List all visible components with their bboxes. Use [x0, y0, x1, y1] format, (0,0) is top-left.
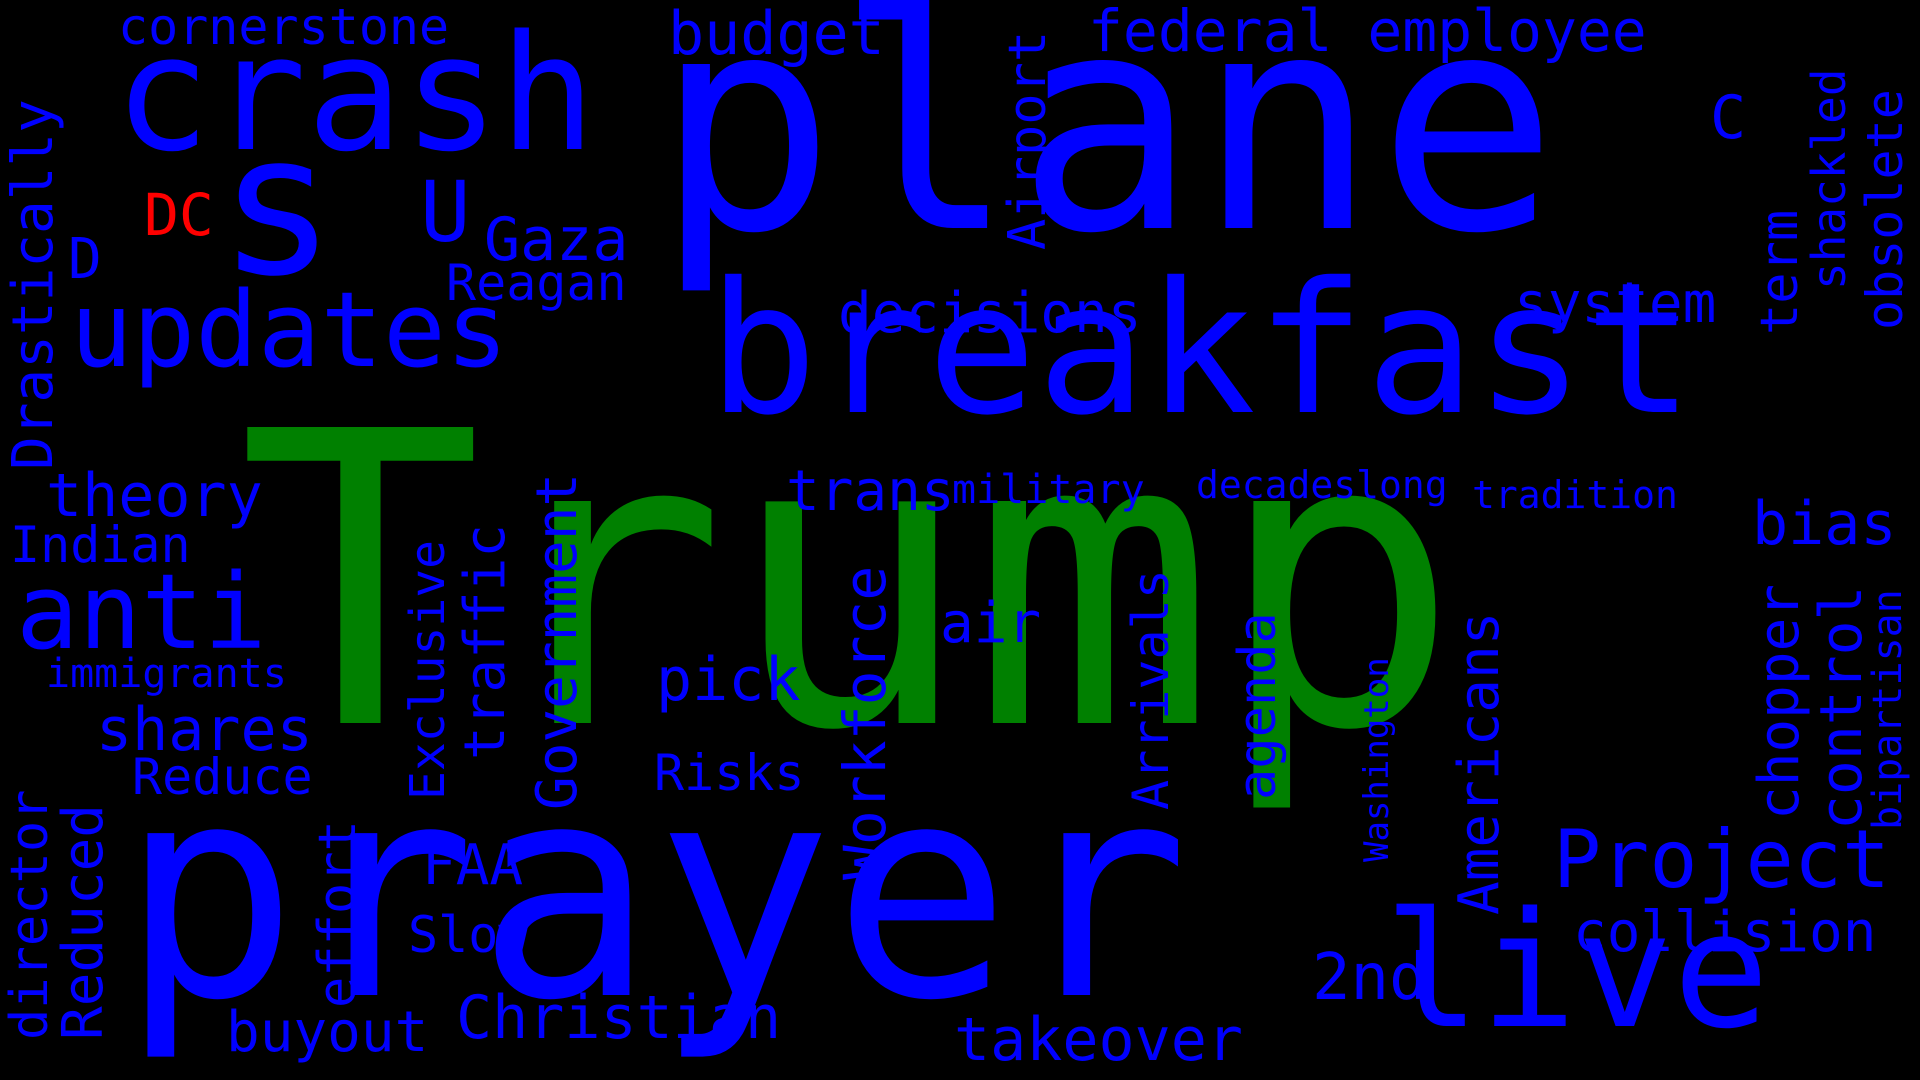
- word-federal-employee: federal employee: [1088, 0, 1647, 65]
- word-immigrants: immigrants: [46, 651, 287, 697]
- word-shares: shares: [96, 695, 313, 765]
- word-reduce: Reduce: [132, 748, 313, 806]
- word-indian: Indian: [10, 516, 191, 574]
- word-bipartisan: bipartisan: [1865, 589, 1911, 830]
- word-anti: anti: [16, 551, 267, 673]
- word-shackled: shackled: [1802, 68, 1856, 290]
- word-director: director: [0, 789, 60, 1040]
- word-airport: Airport: [998, 30, 1058, 250]
- word-traffic: traffic: [453, 523, 518, 760]
- word-tradition: tradition: [1472, 473, 1678, 517]
- word-control: control: [1807, 585, 1875, 830]
- word-u: U: [420, 163, 471, 261]
- word-d: D: [68, 227, 102, 292]
- word-slow: Slow: [408, 906, 529, 964]
- word-government: Government: [525, 472, 590, 810]
- word-christian: Christian: [456, 983, 782, 1053]
- word-takeover: takeover: [954, 1005, 1243, 1075]
- word-collision: collision: [1573, 900, 1877, 965]
- word-americans: Americans: [1447, 611, 1512, 915]
- word-dc: DC: [144, 181, 214, 249]
- word-washington: Washington: [1357, 657, 1397, 862]
- word-cornerstone: cornerstone: [118, 0, 450, 56]
- word-trans: trans: [786, 459, 955, 524]
- word-reduced: Reduced: [51, 803, 116, 1040]
- word-gaza: Gaza: [484, 205, 629, 275]
- word-updates: updates: [70, 269, 509, 391]
- word-chopper: chopper: [1747, 583, 1812, 820]
- word-air: air: [940, 591, 1042, 656]
- word-workforce: Workforce: [831, 565, 899, 880]
- word-decadeslong: decadeslong: [1196, 463, 1448, 507]
- word-obsolete: obsolete: [1856, 89, 1914, 330]
- word-live: live: [1384, 877, 1770, 1064]
- word-exclusive: Exclusive: [400, 539, 456, 800]
- word-term: term: [1750, 209, 1810, 335]
- word-buyout: buyout: [226, 1000, 429, 1065]
- word-2nd: 2nd: [1312, 941, 1428, 1015]
- word-breakfast: breakfast: [708, 243, 1695, 455]
- word-reagan: Reagan: [446, 254, 627, 312]
- word-trump: Trump: [238, 346, 1461, 819]
- word-pick: pick: [656, 645, 801, 715]
- word-crash: crash: [114, 0, 596, 187]
- word-bias: bias: [1752, 489, 1897, 559]
- word-military: military: [952, 467, 1145, 513]
- word-plane: plane: [655, 0, 1559, 299]
- word-risks: Risks: [654, 744, 805, 802]
- word-effort: effort: [308, 820, 368, 1008]
- word-arrivals: Arrivals: [1122, 569, 1180, 810]
- word-system: system: [1514, 271, 1717, 336]
- word-budget: budget: [668, 0, 885, 69]
- word-project: Project: [1553, 813, 1891, 906]
- word-theory: theory: [46, 461, 263, 531]
- word-s: s: [218, 92, 337, 320]
- word-drastically: Drastically: [1, 99, 66, 470]
- word-c: C: [1710, 83, 1747, 153]
- word-prayer: prayer: [120, 720, 1190, 1065]
- word-faa: FAA: [422, 833, 524, 898]
- word-agenda: agenda: [1228, 612, 1288, 800]
- word-decisions: decisions: [838, 281, 1142, 346]
